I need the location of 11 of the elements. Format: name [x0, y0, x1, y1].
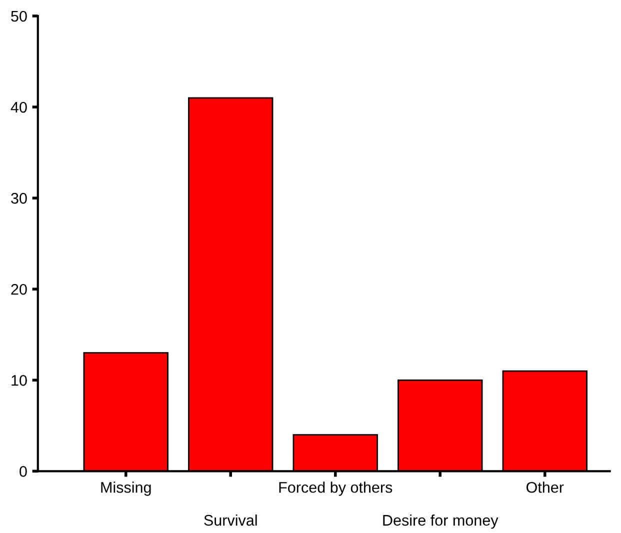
y-tick-label: 50 — [11, 10, 27, 22]
x-tick-label: Other — [526, 482, 564, 493]
x-tick-label: Forced by others — [279, 482, 392, 496]
x-tick-label: Missing — [101, 482, 151, 496]
x-tick-label: Desire for money — [383, 514, 498, 529]
y-tick-label: 20 — [11, 284, 27, 295]
y-tick-label: 10 — [12, 375, 27, 386]
x-tick-label: Survival — [204, 514, 257, 526]
y-tick-label: 0 — [20, 466, 27, 477]
y-tick-label: 40 — [10, 102, 27, 113]
y-tick-label: 30 — [11, 192, 27, 204]
